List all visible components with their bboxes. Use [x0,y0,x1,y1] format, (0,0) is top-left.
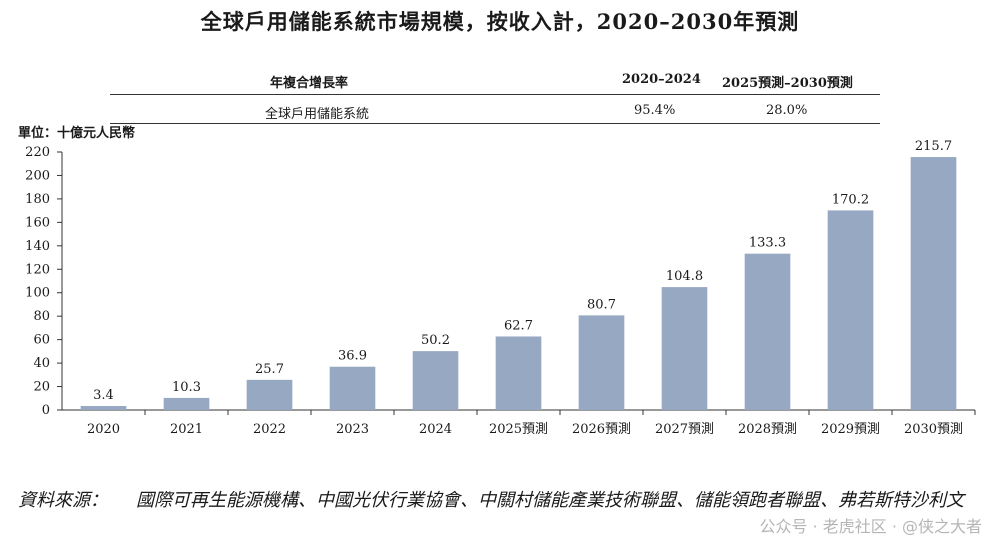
bar [910,157,957,410]
x-tick-label: 2024 [419,422,452,437]
y-tick-label: 60 [33,333,50,348]
source-label: 資料來源： [18,490,108,511]
cagr-table-row: 全球戶用儲能系統 95.4% 28.0% [110,95,880,124]
cagr-header-period-1: 2020–2024 [622,72,701,87]
x-tick-label: 2022 [253,422,286,437]
y-tick-label: 0 [42,403,50,418]
bar-value-label: 215.7 [915,140,952,154]
y-tick-label: 160 [25,215,50,230]
bar [495,336,542,410]
bar [744,253,791,410]
bar [827,210,874,410]
unit-label: 單位：十億元人民幣 [18,126,136,141]
bar-value-label: 10.3 [172,380,201,395]
x-tick-label: 2021 [170,422,203,437]
y-tick-label: 100 [25,286,50,301]
y-tick-label: 220 [25,145,50,160]
watermark: 公众号 · 老虎社区 · @侠之大者 [759,517,982,536]
bar [80,406,127,410]
bar-value-label: 133.3 [749,236,786,251]
x-tick-label: 2027預測 [655,422,714,437]
bar [163,397,210,410]
x-tick-label: 2026預測 [572,422,631,437]
y-tick-label: 80 [33,309,50,324]
y-tick-label: 40 [33,356,50,371]
bar [661,287,708,410]
bar-value-label: 62.7 [504,318,533,333]
cagr-row-value-1: 95.4% [634,103,676,118]
bar [412,351,459,410]
bar-value-label: 3.4 [93,388,114,403]
x-tick-label: 2028預測 [738,422,797,437]
y-tick-label: 180 [25,192,50,207]
cagr-header-period-2: 2025預測–2030預測 [722,76,853,91]
bar-chart: 0 20 40 60 80 100 120 140 160 180 200 220 3.4 2020 10.… [25,140,976,437]
cagr-table-header: 年複合增長率 2020–2024 2025預測–2030預測 [110,64,880,95]
y-tick-label: 140 [25,239,50,254]
x-tick-label: 2025預測 [489,422,548,437]
source-text: 國際可再生能源機構、中國光伏行業協會、中關村儲能產業技術聯盟、儲能領跑者聯盟、弗… [136,490,964,511]
y-tick-label: 200 [25,168,50,183]
x-tick-label: 2023 [336,422,369,437]
bar-value-label: 80.7 [587,297,616,312]
y-tick-label: 120 [25,262,50,277]
bar-value-label: 170.2 [832,192,869,207]
cagr-row-value-2: 28.0% [766,103,808,118]
y-tick-label: 20 [33,380,50,395]
bar-value-label: 50.2 [421,333,450,348]
x-tick-label: 2030預測 [904,422,963,437]
bar-value-label: 36.9 [338,349,367,364]
bar [329,366,376,410]
bar [578,315,625,410]
cagr-row-label: 全球戶用儲能系統 [265,107,370,122]
chart-title: 全球戶用儲能系統市場規模，按收入計，2020–2030年預測 [200,9,800,34]
bar-value-label: 25.7 [255,362,284,377]
bar-value-label: 104.8 [666,269,703,284]
cagr-header-label: 年複合增長率 [270,76,349,91]
cagr-table: 年複合增長率 2020–2024 2025預測–2030預測 全球戶用儲能系統 … [110,64,880,124]
bar [246,379,293,410]
x-tick-label: 2029預測 [821,422,880,437]
x-tick-label: 2020 [87,422,120,437]
